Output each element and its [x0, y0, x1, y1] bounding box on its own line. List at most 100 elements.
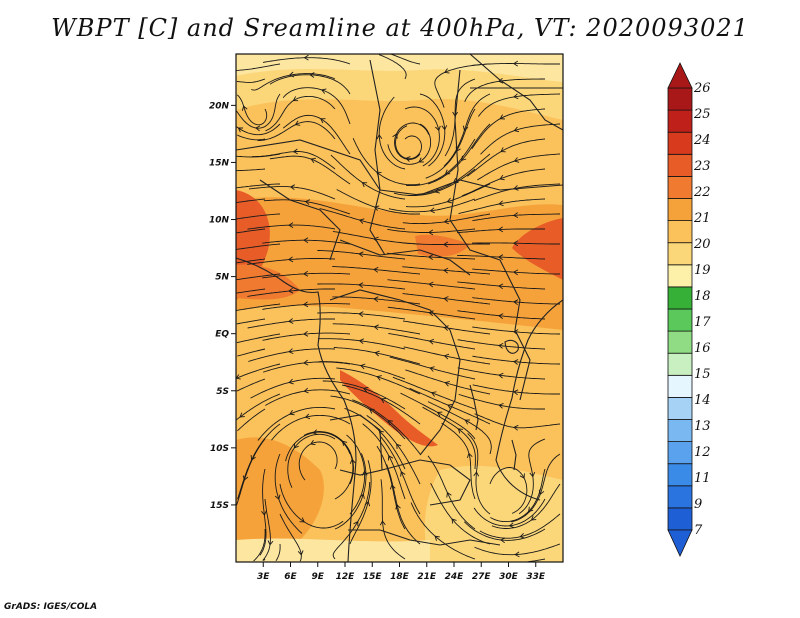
streamline-arrow: [387, 455, 394, 461]
streamline: [236, 243, 281, 250]
streamline-arrow: [498, 402, 504, 409]
streamline-arrow: [373, 205, 380, 211]
lake-tanganyika: [469, 384, 479, 431]
streamline: [259, 468, 267, 556]
streamline-arrow: [288, 348, 294, 355]
streamline-arrow: [358, 251, 364, 258]
streamline: [330, 154, 406, 200]
colorbar-box: [667, 220, 693, 244]
x-tick-label: 9E: [312, 572, 325, 582]
streamline-arrow: [293, 443, 299, 449]
streamline: [317, 312, 406, 320]
colorbar-label: 17: [694, 315, 711, 330]
streamline: [388, 333, 476, 350]
streamline: [317, 283, 406, 290]
streamline: [236, 303, 281, 311]
streamline: [402, 293, 491, 305]
streamline: [472, 242, 560, 245]
streamline-arrow: [292, 148, 298, 155]
streamline-arrow: [358, 311, 364, 317]
streamline-arrow: [513, 157, 520, 163]
streamline: [387, 228, 476, 233]
streamline: [463, 521, 546, 541]
colorbar-box: [667, 419, 693, 443]
streamline-arrow: [498, 342, 504, 349]
country-borders: [236, 54, 563, 562]
colorbar-top-arrow: [667, 62, 693, 89]
streamline-arrow: [498, 372, 504, 379]
streamline-arrow: [299, 517, 305, 523]
streamline: [282, 87, 351, 125]
streamline: [458, 393, 545, 410]
streamline: [323, 431, 354, 500]
streamline-arrow: [303, 387, 309, 394]
streamline: [457, 228, 545, 234]
streamline: [236, 63, 281, 71]
streamline-arrow: [442, 241, 449, 248]
colorbar-label: 26: [693, 81, 711, 96]
field-hot-center: [415, 234, 470, 257]
streamline-arrow: [380, 398, 387, 404]
streamline: [457, 281, 546, 290]
streamline-arrow: [289, 184, 296, 191]
streamline: [378, 54, 407, 80]
streamline-arrow: [457, 428, 464, 434]
streamline: [236, 78, 266, 83]
map-panel: 3E 6E 9E 12E 15E 18E 21E 24E 27E 30E 33E 20N 15N 10N…: [209, 53, 564, 582]
streamline-arrow: [387, 419, 394, 426]
streamline-arrow: [363, 386, 369, 393]
streamline-arrow: [389, 484, 396, 490]
streamline: [252, 151, 336, 170]
streamline-arrow: [513, 424, 519, 431]
streamline-arrow: [499, 174, 505, 181]
streamline: [236, 258, 266, 264]
streamline-arrow: [361, 182, 368, 188]
streamline: [279, 483, 344, 529]
streamline-arrow: [237, 127, 244, 133]
x-tick-label: 15E: [363, 572, 383, 582]
streamline-arrow: [512, 212, 519, 218]
colorbar-label: 21: [693, 211, 711, 226]
streamline: [271, 414, 351, 441]
streamline: [362, 423, 406, 500]
streamline-arrow: [444, 68, 450, 74]
streamline: [236, 363, 281, 379]
streamline: [477, 153, 561, 181]
colorbar-box: [667, 463, 693, 487]
streamline: [269, 74, 351, 95]
streamline: [474, 413, 561, 429]
streamline-arrow: [288, 378, 294, 385]
streamline: [394, 122, 430, 160]
streamline-arrow: [261, 510, 267, 516]
streamline: [236, 93, 281, 129]
streamline-arrow: [255, 125, 261, 132]
coastline-east: [495, 299, 563, 501]
streamline-arrow: [349, 458, 356, 464]
streamline: [332, 323, 421, 335]
streamline-arrow: [373, 296, 379, 303]
streamline-arrow: [359, 493, 365, 499]
lake-victoria: [504, 339, 519, 354]
streamline: [511, 453, 561, 523]
x-tick-label: 27E: [472, 572, 492, 582]
streamline-arrow: [446, 491, 452, 498]
streamline: [489, 467, 528, 514]
streamline: [282, 114, 351, 155]
streamline: [236, 438, 266, 506]
streamline-arrow: [498, 283, 504, 290]
streamline: [262, 272, 351, 279]
streamline: [262, 57, 351, 65]
streamline: [387, 306, 476, 320]
streamline: [472, 297, 560, 305]
streamline: [467, 433, 491, 515]
streamline-arrow: [497, 226, 504, 233]
streamline-arrow: [441, 125, 448, 131]
streamline: [405, 369, 491, 395]
streamline-arrow: [434, 535, 440, 541]
streamline: [410, 502, 476, 560]
streamline: [404, 106, 440, 167]
streamline: [425, 108, 476, 179]
streamline-arrow: [498, 77, 504, 84]
streamline-arrow: [513, 93, 519, 100]
streamline-arrow: [288, 318, 294, 324]
